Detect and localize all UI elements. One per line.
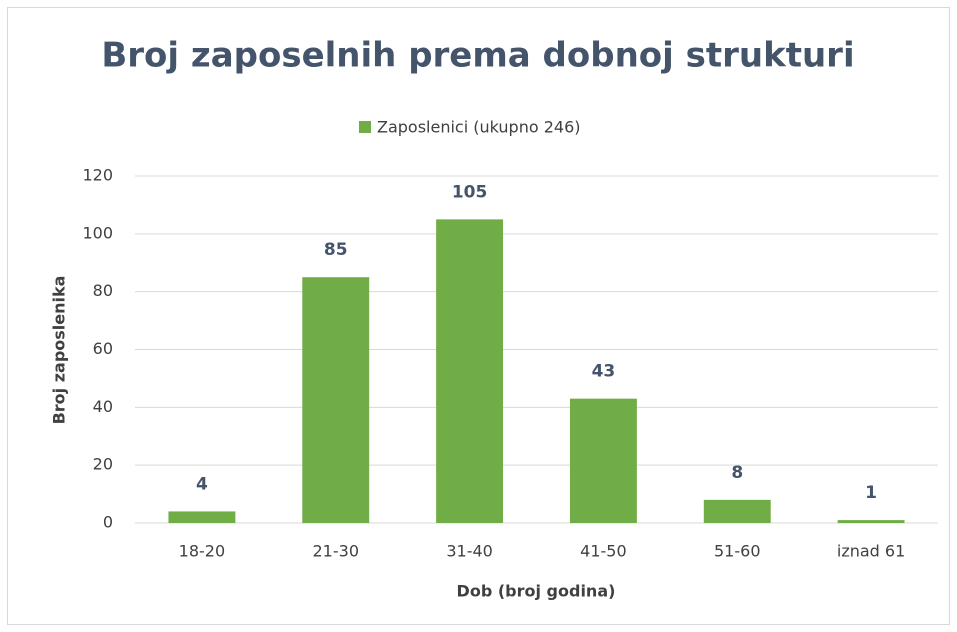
x-tick-label: 21-30 bbox=[313, 542, 360, 561]
data-label: 4 bbox=[196, 474, 208, 494]
bar bbox=[168, 511, 236, 523]
legend-swatch bbox=[359, 121, 371, 133]
bar bbox=[436, 219, 504, 523]
bar bbox=[302, 277, 370, 523]
x-tick-label: 41-50 bbox=[580, 542, 627, 561]
y-tick-label: 0 bbox=[103, 513, 113, 532]
x-tick-label: 18-20 bbox=[179, 542, 226, 561]
x-axis-title: Dob (broj godina) bbox=[457, 582, 616, 601]
x-tick-label: 51-60 bbox=[714, 542, 761, 561]
data-label: 85 bbox=[324, 240, 348, 260]
x-tick-label: 31-40 bbox=[446, 542, 493, 561]
chart-title: Broj zaposelnih prema dobnoj strukturi bbox=[101, 36, 854, 76]
y-tick-label: 20 bbox=[93, 455, 113, 474]
y-tick-label: 40 bbox=[93, 397, 113, 416]
data-label: 1 bbox=[865, 483, 877, 503]
legend-label: Zaposlenici (ukupno 246) bbox=[377, 118, 581, 137]
bar bbox=[703, 499, 771, 523]
bar bbox=[837, 520, 905, 523]
data-label: 43 bbox=[592, 362, 616, 382]
y-tick-label: 60 bbox=[93, 339, 113, 358]
y-axis-title: Broj zaposlenika bbox=[50, 276, 69, 425]
y-tick-label: 100 bbox=[82, 223, 113, 242]
bar bbox=[569, 398, 637, 523]
y-tick-label: 120 bbox=[82, 166, 113, 185]
data-label: 105 bbox=[452, 182, 488, 202]
x-tick-label: iznad 61 bbox=[837, 542, 905, 561]
data-label: 8 bbox=[731, 463, 743, 483]
y-tick-label: 80 bbox=[93, 281, 113, 300]
